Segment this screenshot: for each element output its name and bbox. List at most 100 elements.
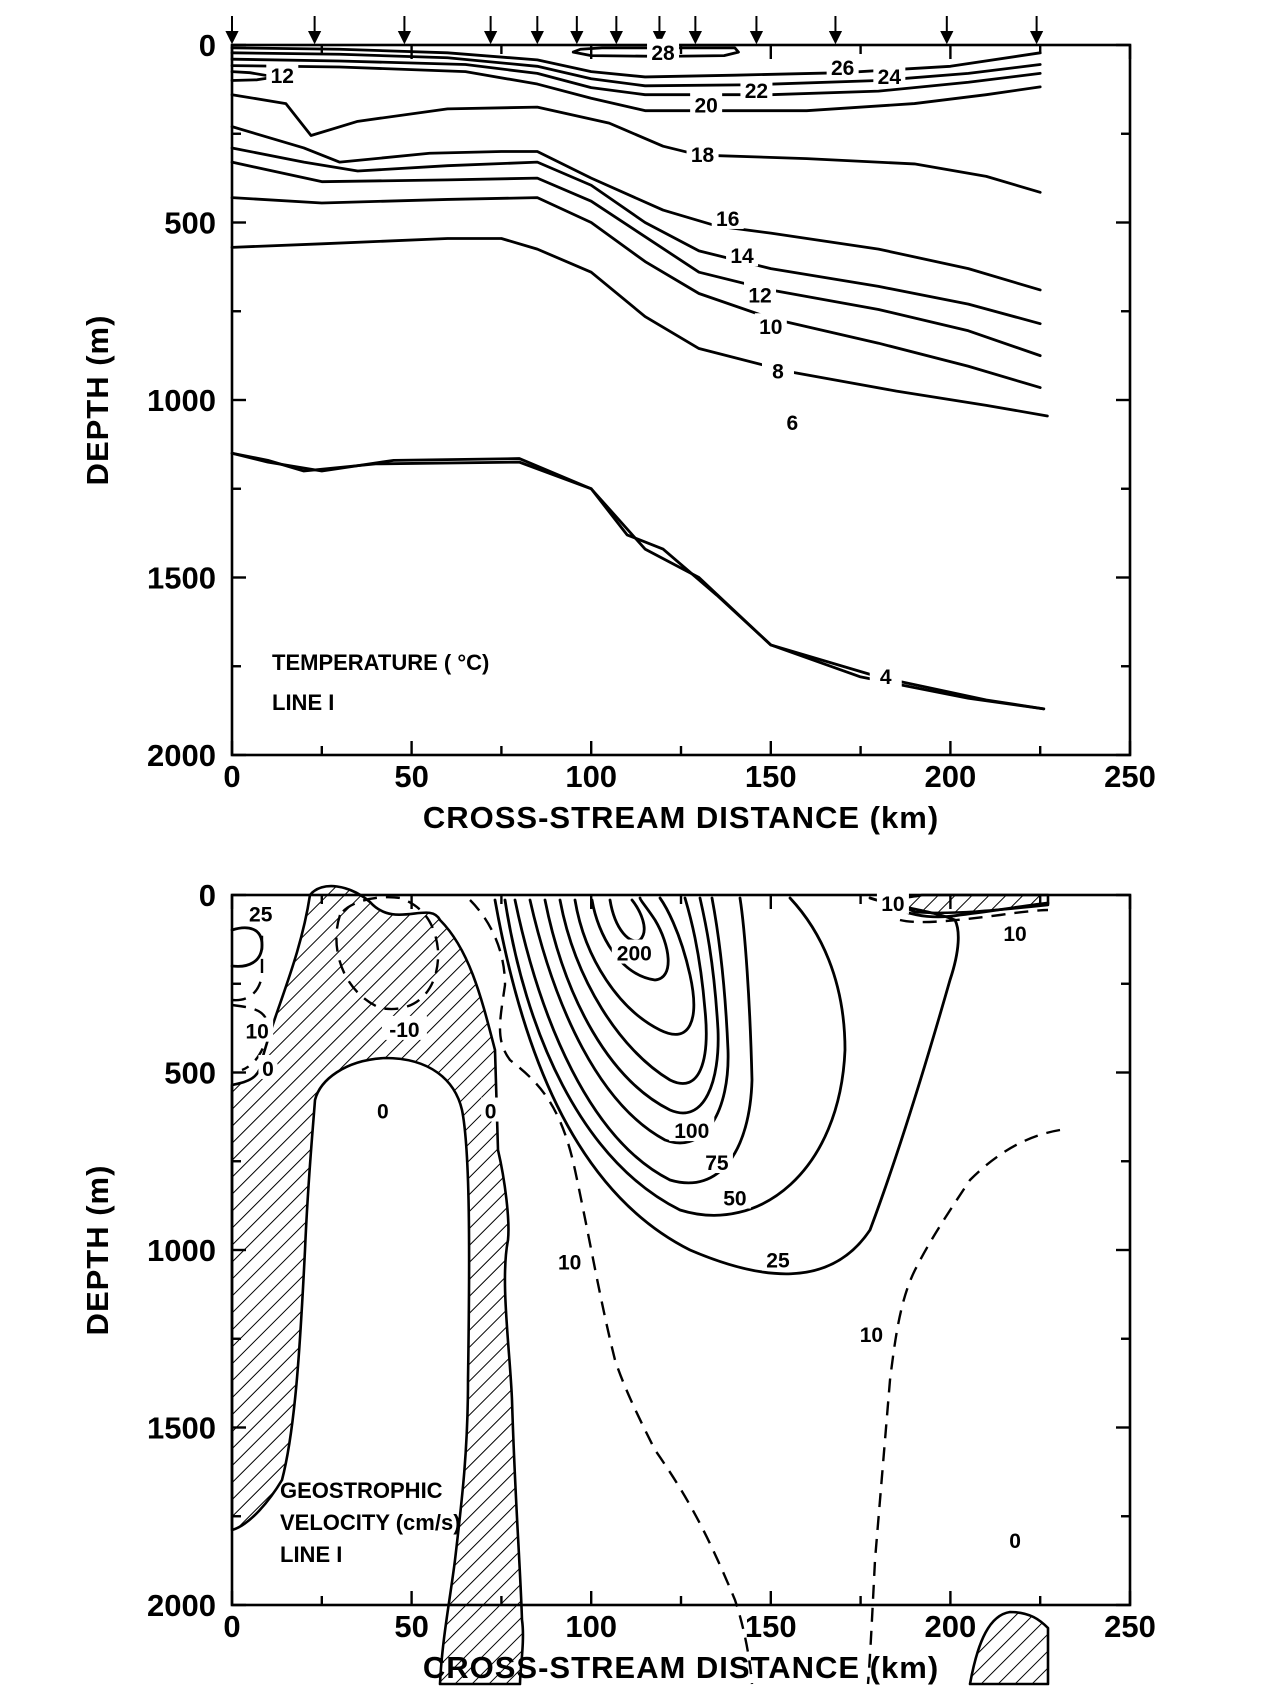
- isotherm-label: 28: [651, 42, 675, 65]
- isotherm-label: 22: [745, 80, 768, 103]
- station-arrow-head: [397, 31, 412, 45]
- isotherm-8: [230, 237, 1049, 418]
- contour-label-bg: [647, 38, 680, 63]
- y-tick-label: 500: [164, 206, 216, 241]
- temperature-panel-title: TEMPERATURE ( °C): [272, 650, 489, 675]
- x-tick-label: 250: [1104, 1609, 1156, 1644]
- station-arrow-head: [940, 31, 954, 45]
- temperature-contour-labels: 28 26 24 22 20 12 18 16 14 12 10 8 6 4: [266, 38, 906, 689]
- x-tick-label: 200: [925, 1609, 977, 1644]
- contour-label-bg: [761, 357, 794, 382]
- x-tick-label: 50: [394, 1609, 428, 1644]
- temperature-contours: [230, 46, 1049, 711]
- contour-label-bg: [740, 77, 773, 102]
- x-tick-label: 0: [223, 1609, 240, 1644]
- velocity-contour-label: 0: [485, 1101, 497, 1124]
- velocity-tick-marks: [230, 893, 1132, 1607]
- station-arrow-head: [688, 31, 702, 45]
- velocity-contour-label: 25: [249, 904, 273, 927]
- contour-label-bg: [241, 1017, 274, 1042]
- velocity-contour-label: 0: [1009, 1530, 1021, 1553]
- station-arrows: [225, 16, 1044, 45]
- contour-label-bg: [726, 242, 759, 267]
- temperature-panel-line: LINE I: [272, 690, 334, 715]
- contour-10-east: [866, 1128, 1061, 1685]
- station-arrow-head: [570, 31, 584, 45]
- contour-75: [513, 896, 754, 1185]
- contour-label-bg: [761, 1246, 794, 1271]
- contour-label-bg: [481, 1097, 501, 1122]
- isotherm-24: [230, 51, 1042, 88]
- isotherm-label: 12: [748, 284, 771, 307]
- isotherm-18: [230, 93, 1042, 194]
- contour-label-bg: [381, 1015, 427, 1040]
- isotherm-label: 10: [759, 316, 782, 339]
- contour-label-bg: [258, 1054, 278, 1079]
- y-tick-label: 1000: [147, 1233, 216, 1268]
- contour-label-bg: [711, 204, 744, 229]
- contour-label-bg: [855, 1321, 888, 1346]
- velocity-contour-label: 10: [245, 1021, 268, 1044]
- x-tick-label: 50: [394, 759, 428, 794]
- velocity-panel-title: GEOSTROPHIC: [280, 1478, 443, 1503]
- x-tick-label: 250: [1104, 759, 1156, 794]
- temperature-x-tick-labels: 0 50 100 150 200 250: [223, 759, 1155, 794]
- isotherm-label: 12: [271, 65, 294, 88]
- contour-10-surface: [899, 908, 1049, 924]
- velocity-panel-subtitle: VELOCITY (cm/s): [280, 1510, 461, 1535]
- contour-label-bg: [826, 54, 859, 79]
- velocity-contour-label: 0: [262, 1058, 274, 1081]
- velocity-contour-label: 75: [705, 1152, 729, 1175]
- velocity-contour-label: 50: [723, 1188, 746, 1211]
- x-tick-label: 150: [745, 1609, 797, 1644]
- isotherm-16: [230, 125, 1042, 292]
- contour-label-bg: [718, 1184, 751, 1209]
- contour-label-bg: [869, 662, 902, 687]
- y-tick-label: 1500: [147, 561, 216, 596]
- contour-25-west: [230, 926, 264, 968]
- contour-175: [573, 896, 696, 1036]
- x-tick-label: 100: [565, 759, 617, 794]
- isotherm-label: 18: [691, 144, 715, 167]
- y-tick-label: 500: [164, 1056, 216, 1091]
- contour-label-bg: [669, 1117, 715, 1142]
- velocity-contour-label: 10: [558, 1251, 581, 1274]
- y-tick-label: 1500: [147, 1411, 216, 1446]
- contour-50: [503, 896, 847, 1217]
- contour-label-bg: [876, 889, 909, 914]
- contour-150: [558, 896, 708, 1085]
- contour-label-bg: [999, 920, 1032, 945]
- contour-10-middle: [469, 899, 754, 1685]
- contour-label-bg: [754, 313, 787, 338]
- contour-label-bg: [611, 939, 657, 964]
- velocity-y-tick-labels: 0 500 1000 1500 2000: [147, 878, 216, 1623]
- velocity-x-axis-title: CROSS-STREAM DISTANCE (km): [423, 1650, 939, 1685]
- station-arrow-head: [749, 31, 764, 45]
- velocity-contour-label: 10: [860, 1324, 883, 1347]
- negative-velocity-region-east: [968, 1610, 1050, 1686]
- contour-label-bg: [700, 1149, 733, 1174]
- isotherm-label: 6: [787, 412, 799, 435]
- station-arrow-head: [225, 31, 239, 45]
- x-tick-label: 0: [223, 759, 240, 794]
- y-tick-label: 0: [199, 878, 216, 913]
- station-arrow-head: [652, 31, 667, 45]
- velocity-contour-label: 10: [1003, 923, 1026, 946]
- isotherm-label: 8: [772, 361, 784, 384]
- isotherm-20: [230, 64, 1042, 113]
- temperature-y-tick-labels: 0 500 1000 1500 2000: [147, 28, 216, 773]
- contour-label-bg: [244, 900, 277, 925]
- station-arrow-head: [484, 31, 498, 45]
- x-tick-label: 100: [565, 1609, 617, 1644]
- contour-label-bg: [873, 62, 906, 87]
- contour-label-bg: [744, 281, 777, 306]
- station-arrow-head: [828, 31, 843, 45]
- isotherm-14: [230, 146, 1042, 326]
- y-tick-label: 0: [199, 28, 216, 63]
- y-tick-label: 2000: [147, 1588, 216, 1623]
- station-arrow-head: [1029, 31, 1044, 45]
- isotherm-label: 20: [694, 94, 717, 117]
